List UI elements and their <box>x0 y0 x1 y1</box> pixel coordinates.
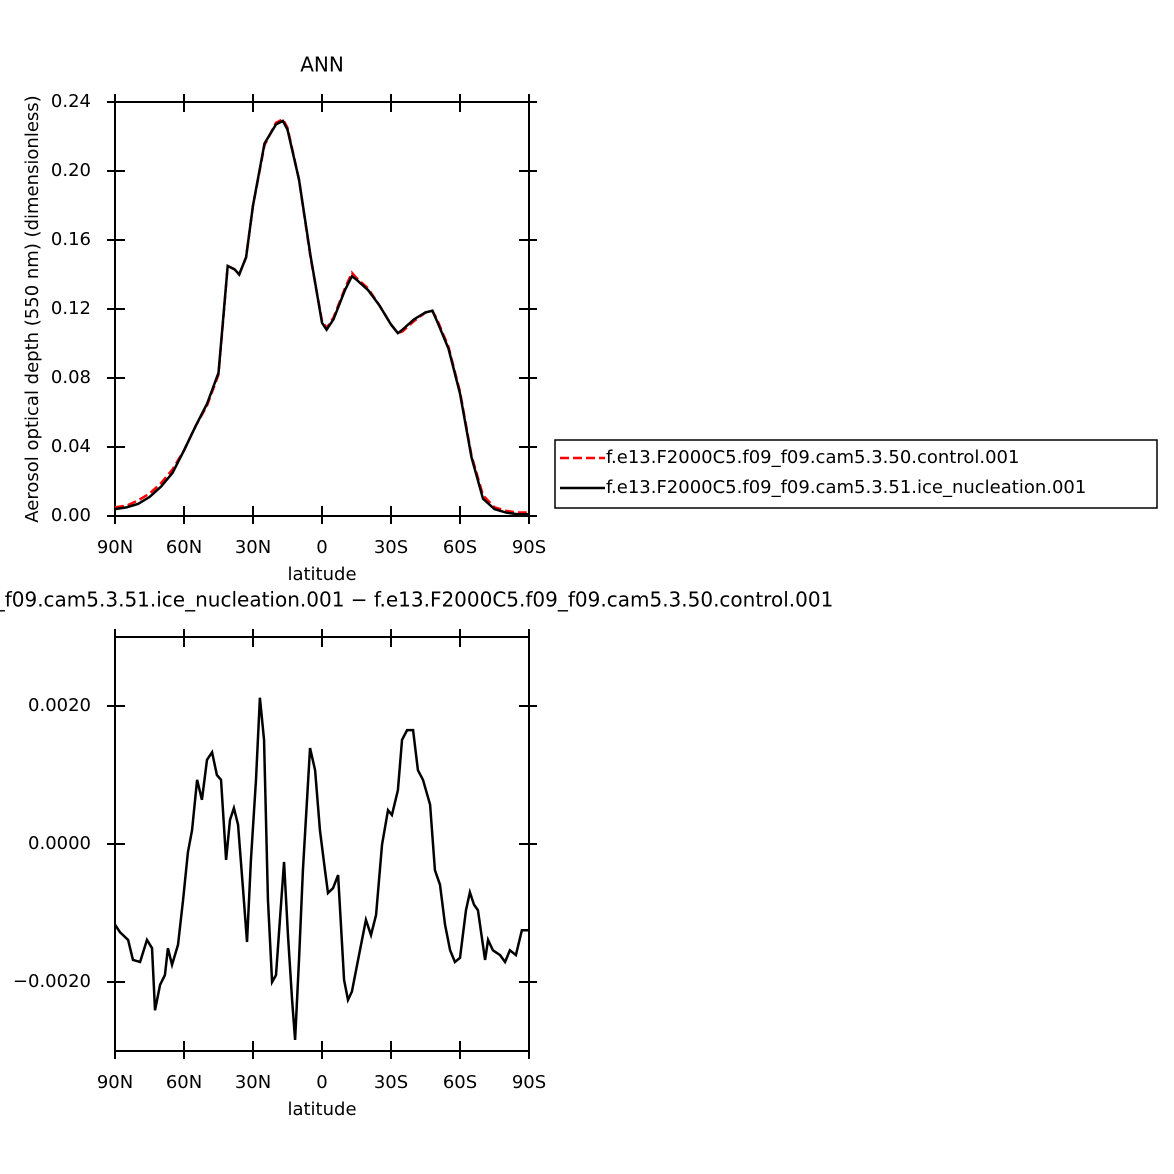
legend-label: f.e13.F2000C5.f09_f09.cam5.3.50.control.… <box>606 447 1019 468</box>
y-tick-label: 0.04 <box>51 436 91 457</box>
x-tick-label: 90S <box>512 537 546 558</box>
x-tick-label: 30N <box>235 537 271 558</box>
x-tick-label: 90S <box>512 1072 546 1093</box>
x-tick-label: 90N <box>97 537 133 558</box>
x-axis-label: latitude <box>287 564 356 585</box>
y-tick-label: 0.24 <box>51 91 91 112</box>
y-tick-label: 0.12 <box>51 298 91 319</box>
x-tick-label: 30S <box>374 537 408 558</box>
legend-label: f.e13.F2000C5.f09_f09.cam5.3.51.ice_nucl… <box>606 477 1086 498</box>
y-tick-label: 0.0000 <box>28 833 91 854</box>
y-tick-label: 0.20 <box>51 160 91 181</box>
chart-title: ANN <box>300 53 344 77</box>
x-tick-label: 60S <box>443 1072 477 1093</box>
series-line <box>114 119 529 516</box>
y-tick-label: 0.0020 <box>28 695 91 716</box>
legend-box <box>554 439 1158 509</box>
y-tick-label: −0.0020 <box>13 971 91 992</box>
x-tick-label: 90N <box>97 1072 133 1093</box>
x-tick-label: 30S <box>374 1072 408 1093</box>
y-tick-label: 0.08 <box>51 367 91 388</box>
x-tick-label: 0 <box>316 1072 327 1093</box>
x-tick-label: 0 <box>316 537 327 558</box>
plot-frame <box>114 636 530 1052</box>
x-tick-label: 60N <box>166 1072 202 1093</box>
x-axis-label: latitude <box>287 1099 356 1120</box>
x-tick-label: 60N <box>166 537 202 558</box>
x-tick-label: 60S <box>443 537 477 558</box>
y-tick-label: 0.00 <box>51 505 91 526</box>
plot-frame <box>114 101 530 517</box>
chart-title: f.e13.F2000C5.f09_f09.cam5.3.51.ice_nucl… <box>0 588 833 612</box>
y-tick-label: 0.16 <box>51 229 91 250</box>
series-line <box>113 697 529 1041</box>
y-axis-label: Aerosol optical depth (550 nm) (dimensio… <box>22 95 43 522</box>
x-tick-label: 30N <box>235 1072 271 1093</box>
